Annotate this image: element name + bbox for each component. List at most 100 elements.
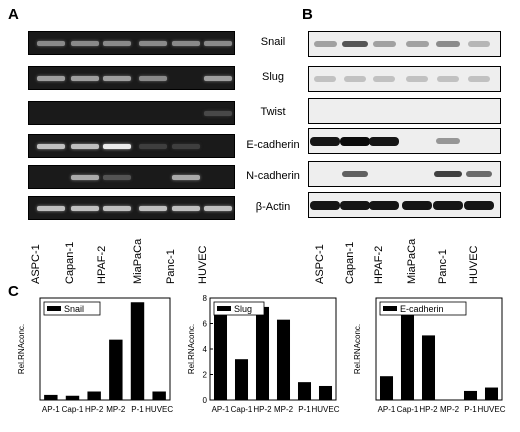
gel-band bbox=[103, 175, 131, 180]
x-tick-label: P-1 bbox=[131, 405, 144, 414]
gel-band bbox=[37, 76, 65, 81]
panel-c-label: C bbox=[8, 283, 19, 300]
gel-band bbox=[71, 144, 99, 149]
x-tick-label: HUVEC bbox=[311, 405, 339, 414]
bar bbox=[152, 391, 166, 400]
x-tick-label: P-1 bbox=[464, 405, 477, 414]
gel-band bbox=[37, 41, 65, 46]
blot-band bbox=[437, 76, 459, 82]
gel-band bbox=[172, 41, 200, 46]
bar bbox=[130, 302, 145, 400]
gel-row-2 bbox=[28, 101, 235, 125]
gel-band bbox=[71, 175, 99, 180]
gel-band bbox=[172, 175, 200, 180]
blot-row-5 bbox=[308, 192, 501, 218]
legend-label: Slug bbox=[234, 304, 252, 314]
y-tick-label: 6 bbox=[203, 320, 208, 329]
lane-label: Panc-1 bbox=[165, 249, 177, 284]
legend-swatch bbox=[47, 306, 61, 311]
blot-band bbox=[314, 76, 336, 82]
x-tick-label: AP-1 bbox=[378, 405, 396, 414]
gel-band bbox=[71, 41, 99, 46]
blot-band bbox=[468, 41, 490, 47]
gel-band bbox=[204, 41, 232, 46]
x-tick-label: Cap-1 bbox=[231, 405, 253, 414]
gel-band bbox=[71, 76, 99, 81]
y-tick-label: 2 bbox=[203, 371, 208, 380]
blot-band bbox=[342, 171, 368, 177]
gel-row-4 bbox=[28, 165, 235, 189]
gel-band bbox=[103, 41, 131, 46]
x-tick-label: MP-2 bbox=[440, 405, 460, 414]
blot-band bbox=[369, 137, 399, 146]
lane-label: Capan-1 bbox=[344, 241, 356, 284]
chart-frame bbox=[375, 297, 503, 401]
blot-band bbox=[468, 76, 490, 82]
blot-band bbox=[372, 41, 396, 47]
gene-label: Snail bbox=[260, 36, 286, 48]
x-tick-label: MP-2 bbox=[274, 405, 294, 414]
blot-row-1 bbox=[308, 66, 501, 92]
gel-band bbox=[139, 144, 167, 149]
blot-band bbox=[344, 76, 366, 82]
bar bbox=[463, 390, 478, 400]
gel-band bbox=[204, 206, 232, 211]
y-tick-label: 0 bbox=[203, 396, 208, 405]
bar bbox=[255, 306, 270, 400]
gel-row-1 bbox=[28, 66, 235, 90]
blot-row-3 bbox=[308, 128, 501, 154]
lane-label: Panc-1 bbox=[437, 249, 449, 284]
bar bbox=[276, 319, 291, 400]
lane-label: MiaPaCa bbox=[132, 238, 144, 284]
x-tick-label: HUVEC bbox=[145, 405, 173, 414]
bar bbox=[65, 395, 80, 400]
legend-label: Snail bbox=[64, 304, 84, 314]
gel-band bbox=[103, 144, 131, 149]
y-tick-label: 8 bbox=[203, 294, 208, 303]
blot-band bbox=[341, 41, 369, 47]
gel-band bbox=[103, 76, 131, 81]
bar bbox=[297, 382, 312, 400]
gene-label: N-cadherin bbox=[246, 170, 300, 182]
legend-box bbox=[213, 301, 265, 316]
bar bbox=[484, 387, 499, 400]
blot-band bbox=[310, 201, 340, 210]
lane-label: HUVEC bbox=[468, 245, 480, 284]
x-tick-label: AP-1 bbox=[212, 405, 230, 414]
y-axis-label: Rel.RNAconc. bbox=[187, 324, 196, 374]
x-tick-label: P-1 bbox=[298, 405, 311, 414]
blot-band bbox=[313, 41, 337, 47]
blot-band bbox=[340, 137, 370, 146]
lane-label: ASPC-1 bbox=[314, 244, 326, 284]
blot-band bbox=[373, 76, 395, 82]
x-tick-label: AP-1 bbox=[42, 405, 60, 414]
gene-label: Slug bbox=[261, 71, 285, 83]
lane-label: Capan-1 bbox=[64, 241, 76, 284]
bar bbox=[379, 376, 394, 400]
gel-band bbox=[172, 144, 200, 149]
y-axis-label: Rel.RNAconc. bbox=[353, 324, 362, 374]
lane-label: HUVEC bbox=[197, 245, 209, 284]
bar bbox=[213, 310, 228, 400]
gel-band bbox=[204, 76, 232, 81]
legend-box bbox=[43, 301, 101, 316]
gene-label: Twist bbox=[260, 106, 286, 118]
gel-row-0 bbox=[28, 31, 235, 55]
panel-a-label: A bbox=[8, 6, 19, 23]
x-tick-label: HP-2 bbox=[253, 405, 272, 414]
blot-band bbox=[405, 41, 429, 47]
blot-band bbox=[402, 201, 432, 210]
gel-band bbox=[37, 144, 65, 149]
x-tick-label: HP-2 bbox=[419, 405, 438, 414]
blot-band bbox=[406, 76, 428, 82]
chart-frame bbox=[39, 297, 171, 401]
x-tick-label: MP-2 bbox=[106, 405, 126, 414]
blot-row-2 bbox=[308, 98, 501, 124]
blot-band bbox=[466, 171, 492, 177]
blot-row-4 bbox=[308, 161, 501, 187]
blot-band bbox=[433, 201, 463, 210]
legend-label: E-cadherin bbox=[400, 304, 444, 314]
chart-frame bbox=[209, 297, 337, 401]
gel-band bbox=[37, 206, 65, 211]
gel-row-5 bbox=[28, 196, 235, 220]
